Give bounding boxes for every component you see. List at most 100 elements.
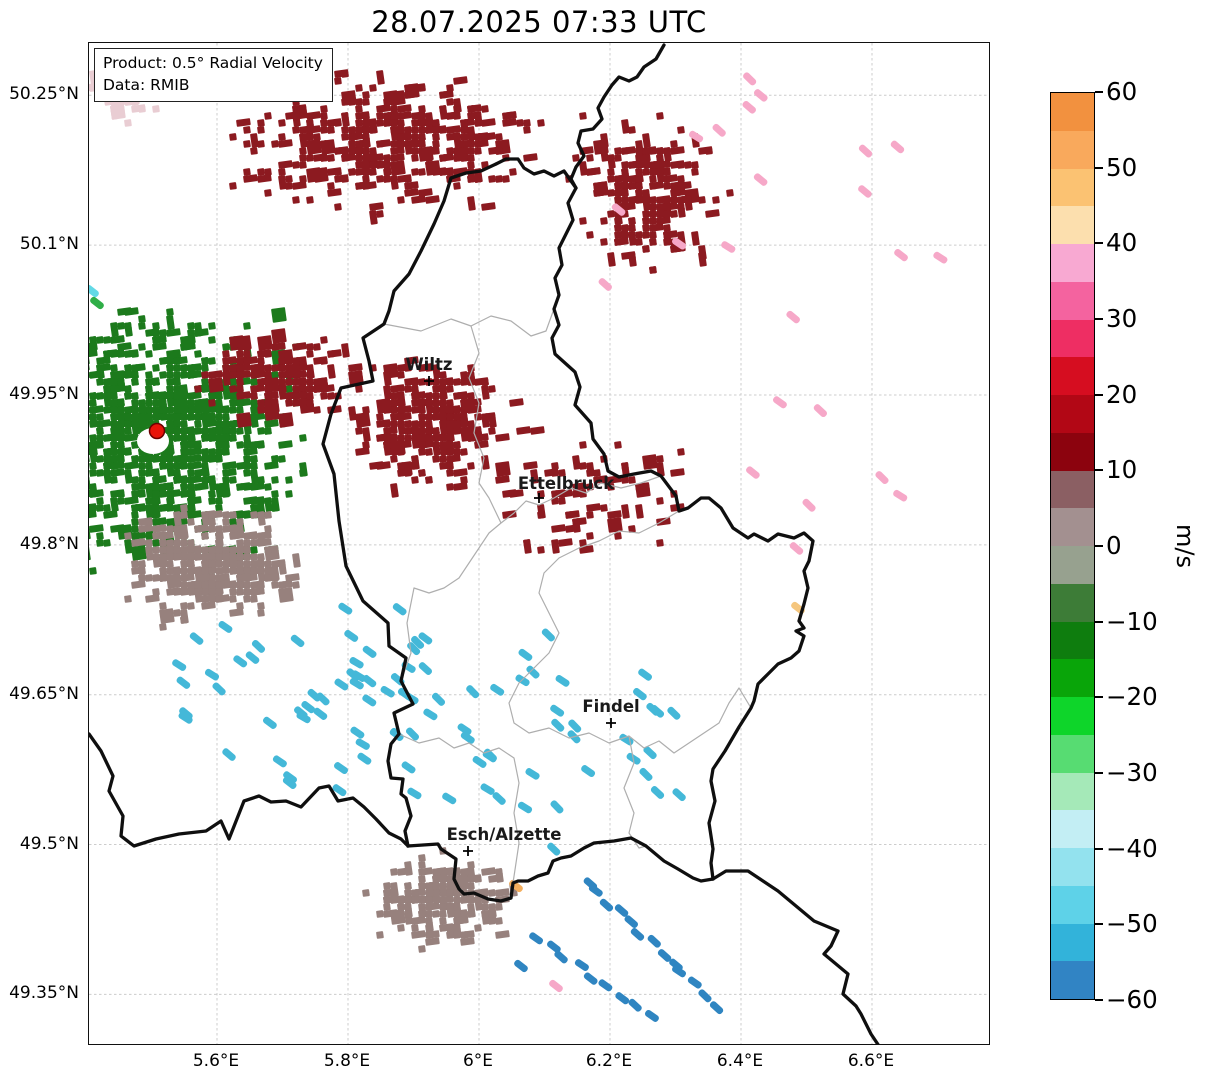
echo-cluster-main-blob-darkred: [124, 504, 301, 631]
colorbar-band: [1051, 583, 1094, 622]
lat-tick-label: 49.95°N: [9, 384, 79, 404]
colorbar-band: [1051, 621, 1094, 660]
lon-tick-label: 5.8°E: [323, 1051, 371, 1071]
country-border-lux_south: [406, 836, 715, 903]
colorbar-tick-mark: [1095, 923, 1103, 926]
lon-tick-label: 6°E: [462, 1051, 494, 1071]
city-name-label: Esch/Alzette: [447, 825, 562, 844]
colorbar-band: [1051, 734, 1094, 773]
colorbar-band: [1051, 659, 1094, 697]
colorbar-tick-label: 30: [1106, 304, 1138, 333]
country-border-lux_east: [494, 157, 815, 881]
echo-cluster-south-speckles: [405, 628, 686, 856]
colorbar-tick-mark: [1095, 847, 1103, 850]
colorbar-band: [1051, 697, 1094, 735]
country-border-de_fr: [711, 869, 880, 1044]
city-marker-cross: [424, 376, 434, 386]
city-name-label: Wiltz: [405, 355, 452, 374]
lat-tick-label: 49.8°N: [19, 533, 79, 554]
canton-border-line: [623, 735, 647, 849]
colorbar-band: [1051, 810, 1094, 848]
canton-border-line: [468, 325, 502, 524]
radar-map-canvas: Wiltz Ettelbruck Findel Esch/Alzette: [89, 43, 989, 1044]
velocity-colorbar: [1050, 92, 1095, 1000]
colorbar-band: [1051, 168, 1094, 207]
colorbar-tick-label: −40: [1106, 833, 1158, 863]
city-wiltz: Wiltz: [405, 355, 453, 386]
radar-site-dot: [148, 422, 166, 440]
city-labels: Wiltz Ettelbruck Findel Esch/Alzette: [405, 355, 640, 856]
echo-line-se-echo-line-2: [529, 932, 659, 1022]
colorbar-band: [1051, 432, 1094, 471]
colorbar-tick-label: −30: [1106, 758, 1158, 787]
colorbar-band: [1051, 319, 1094, 358]
canton-border-line: [508, 510, 752, 754]
echo-cluster-north-blob: [229, 69, 545, 225]
colorbar-tick-mark: [1095, 999, 1103, 1001]
colorbar-band: [1051, 546, 1094, 584]
colorbar-tick-mark: [1095, 545, 1103, 547]
colorbar-band: [1051, 357, 1094, 395]
colorbar-band: [1051, 244, 1094, 282]
colorbar-band: [1051, 93, 1094, 131]
echo-cluster-wiltz-blob: [348, 356, 531, 498]
colorbar-tick-label: 50: [1106, 152, 1138, 182]
city-marker-cross: [606, 718, 616, 728]
city-marker-cross: [463, 846, 473, 856]
lat-tick-label: 49.5°N: [19, 833, 79, 854]
map-plot-area: Wiltz Ettelbruck Findel Esch/Alzette Produc…: [88, 42, 990, 1045]
colorbar-tick-label: −20: [1106, 682, 1158, 712]
colorbar-tick-label: −10: [1106, 606, 1158, 636]
country-border-lux_west: [321, 162, 498, 848]
colorbar-band: [1051, 470, 1094, 509]
country-border-be_fr: [89, 732, 410, 848]
colorbar-band: [1051, 395, 1094, 433]
lon-tick-label: 5.6°E: [192, 1051, 240, 1071]
lat-tick-label: 50.25°N: [9, 84, 79, 105]
radar-site-marker: [137, 422, 169, 454]
colorbar-tick-label: 0: [1106, 531, 1122, 560]
colorbar-tick-mark: [1095, 620, 1103, 623]
echo-line-se-echo-line-1: [583, 877, 724, 1015]
lat-tick-label: 49.65°N: [9, 683, 79, 704]
lon-tick-label: 6.4°E: [716, 1051, 764, 1071]
colorbar-band: [1051, 130, 1094, 169]
map-title: 28.07.2025 07:33 UTC: [371, 5, 707, 39]
product-label: Product: 0.5° Radial Velocity: [103, 54, 323, 72]
colorbar-unit-label: m/s: [1171, 524, 1199, 568]
colorbar-tick-mark: [1095, 469, 1103, 472]
city-findel: Findel: [582, 697, 640, 728]
grid-lines: [89, 43, 989, 1044]
city-name-label: Ettelbruck: [518, 474, 615, 493]
colorbar-tick-mark: [1095, 393, 1103, 396]
product-info-box: Product: 0.5° Radial Velocity Data: RMIB: [94, 48, 333, 103]
colorbar-band: [1051, 772, 1094, 811]
colorbar-tick-mark: [1095, 772, 1103, 774]
colorbar-band: [1051, 923, 1094, 962]
colorbar-tick-label: −50: [1106, 909, 1158, 939]
colorbar-tick-label: 40: [1106, 228, 1138, 258]
canton-border-line: [398, 733, 520, 884]
radar-echoes: [89, 63, 948, 1022]
colorbar-band: [1051, 281, 1094, 320]
colorbar-tick-mark: [1095, 242, 1103, 245]
city-esch-alzette: Esch/Alzette: [447, 825, 562, 856]
city-name-label: Findel: [582, 697, 639, 716]
colorbar-tick-mark: [1095, 696, 1103, 699]
canton-border-line: [383, 294, 560, 337]
city-ettelbruck: Ettelbruck: [518, 474, 615, 503]
canton-borders: [383, 294, 752, 884]
city-marker-cross: [534, 493, 544, 503]
country-borders: [89, 43, 880, 1044]
echo-cluster-ne-speckles: [598, 72, 948, 324]
colorbar-tick-label: 10: [1106, 455, 1138, 485]
lon-tick-label: 6.6°E: [847, 1051, 895, 1071]
echo-cluster-west-speckles: [172, 602, 433, 797]
colorbar-tick-label: 20: [1106, 379, 1138, 409]
lat-tick-label: 50.1°N: [19, 234, 79, 255]
lat-tick-label: 49.35°N: [9, 983, 79, 1004]
colorbar-band: [1051, 961, 1094, 999]
colorbar-tick-mark: [1095, 91, 1103, 93]
colorbar-tick-label: −60: [1106, 985, 1158, 1014]
colorbar-tick-mark: [1095, 318, 1103, 320]
